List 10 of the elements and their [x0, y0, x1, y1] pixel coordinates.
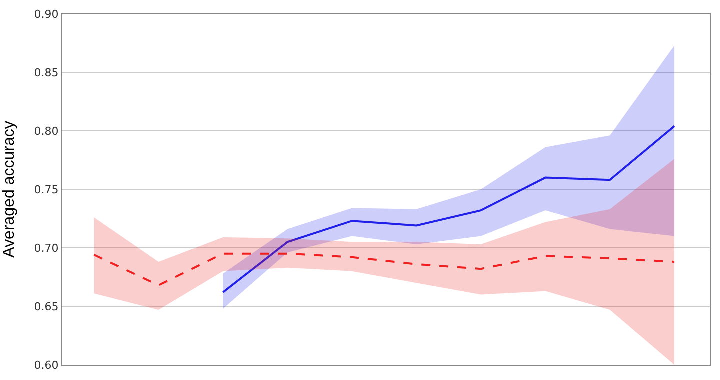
y-tick-label: 0.70: [34, 242, 59, 255]
y-tick-label: 0.85: [34, 66, 59, 80]
line-series: [93, 252, 676, 286]
line-series: [222, 125, 676, 294]
y-tick-label: 0.75: [34, 183, 59, 196]
y-tick-label: 0.80: [34, 124, 59, 138]
y-axis-title: Averaged accuracy: [1, 121, 18, 258]
y-tick-label: 0.65: [34, 300, 59, 314]
y-tick-label: 0.60: [34, 358, 59, 372]
y-tick-label: 0.90: [34, 8, 59, 21]
